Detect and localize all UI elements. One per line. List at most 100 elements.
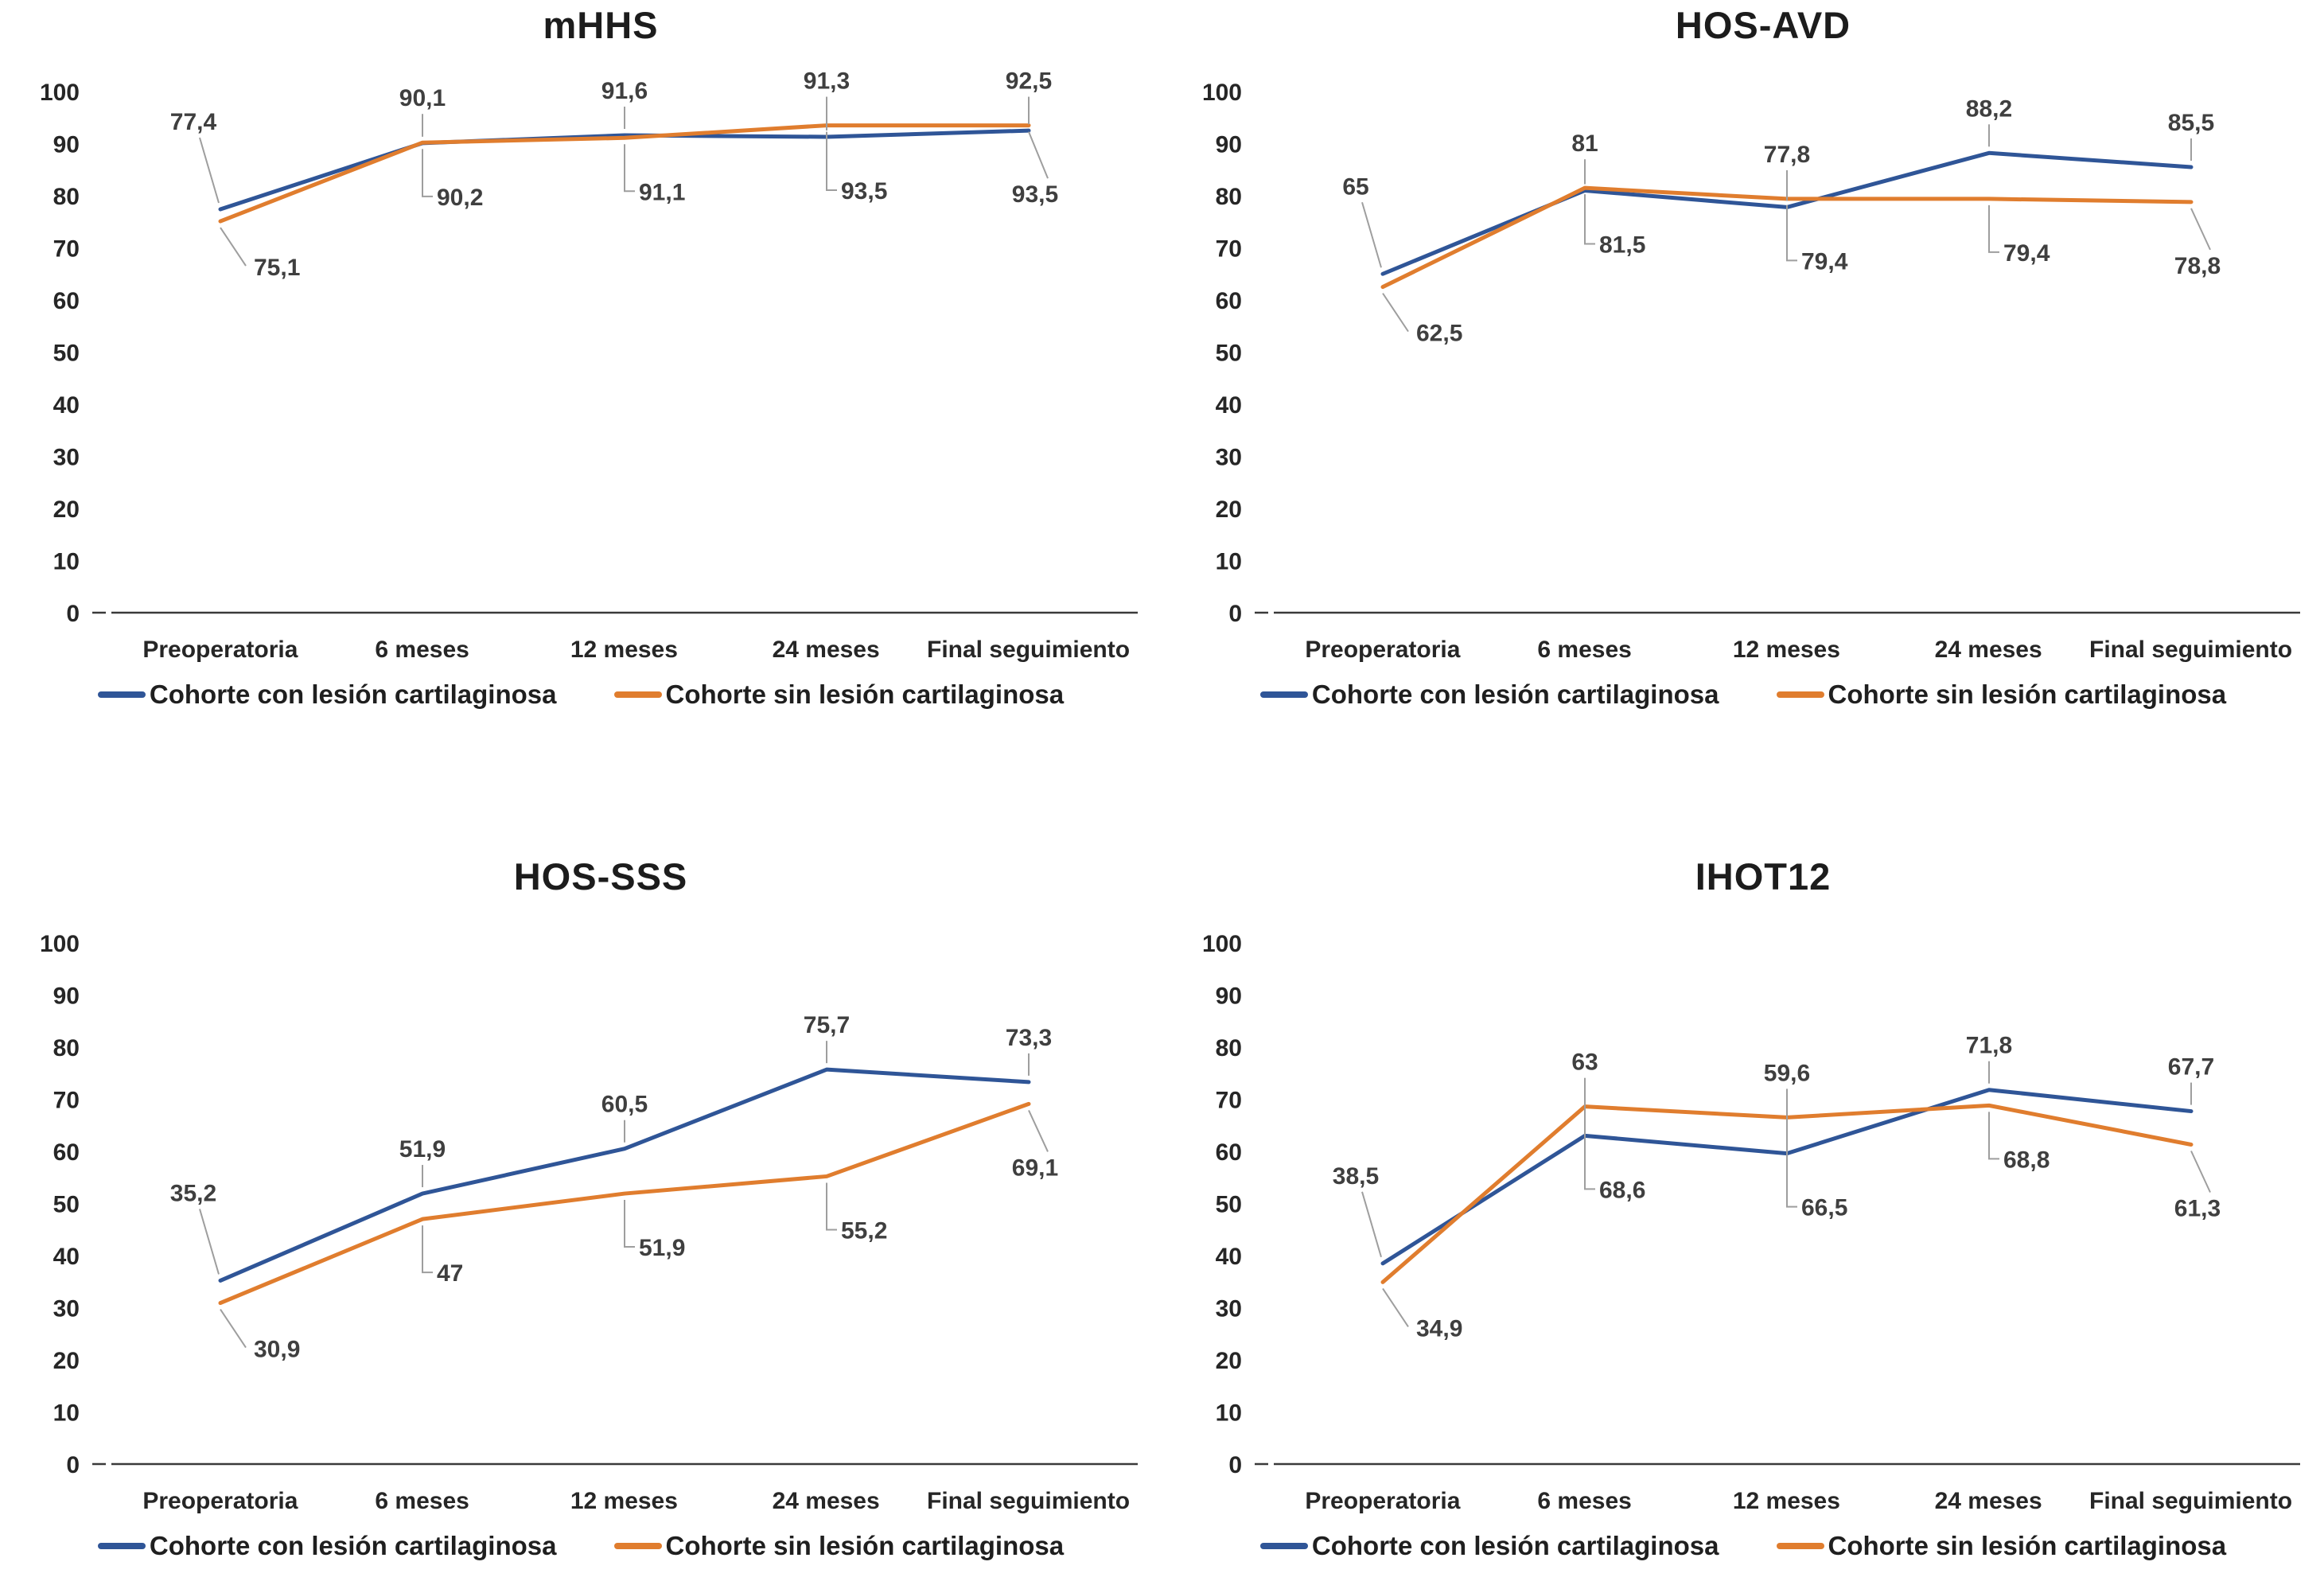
data-label-con-lesion: 75,7 <box>804 1012 850 1038</box>
x-tick-24-meses: 24 meses <box>1934 1488 2042 1514</box>
x-tick-12-meses: 12 meses <box>570 637 678 663</box>
series-line-con-lesion <box>218 128 1031 212</box>
y-tick-label: 60 <box>53 288 80 314</box>
data-label-con-lesion: 77,4 <box>170 109 217 135</box>
legend: Cohorte con lesión cartilaginosa Cohorte… <box>0 680 1162 710</box>
chart-title-hos-sss: HOS-SSS <box>513 855 688 898</box>
data-label-con-lesion: 91,3 <box>804 68 850 95</box>
y-tick-label: 0 <box>1228 601 1242 627</box>
data-label-con-lesion: 90,1 <box>399 85 446 111</box>
legend-item-con-lesion: Cohorte con lesión cartilaginosa <box>1259 680 1719 710</box>
x-tick-12-meses: 12 meses <box>1732 1488 1840 1514</box>
data-label-sin-lesion: 93,5 <box>841 178 887 204</box>
leader-line <box>199 1209 220 1275</box>
x-tick-preoperatoria: Preoperatoria <box>142 637 298 663</box>
y-tick-label: 70 <box>1216 236 1242 263</box>
leader-line <box>624 144 635 193</box>
x-axis-labels: Preoperatoria 6 meses 12 meses 24 meses … <box>1282 637 2292 664</box>
x-axis-labels: Preoperatoria 6 meses 12 meses 24 meses … <box>119 1488 1130 1515</box>
data-label-sin-lesion: 75,1 <box>254 255 300 281</box>
data-label-sin-lesion: 34,9 <box>1416 1315 1462 1342</box>
data-label-con-lesion: 71,8 <box>1966 1033 2012 1059</box>
data-label-sin-lesion: 69,1 <box>1012 1155 1058 1181</box>
y-tick-label: 90 <box>53 132 80 158</box>
y-tick-label: 100 <box>40 80 80 106</box>
x-tick-24-meses: 24 meses <box>772 1488 880 1514</box>
y-tick-label: 90 <box>53 983 80 1010</box>
y-tick-label: 50 <box>1216 341 1242 367</box>
plot-hos-sss: 0 10 20 30 40 50 60 70 80 90 100 35,2 30,9 51,9 47 60,5… <box>40 931 1138 1478</box>
leader-line <box>1028 1109 1049 1152</box>
leader-line <box>826 131 837 191</box>
x-tick-final-seguimiento: Final seguimiento <box>927 1488 1131 1514</box>
y-tick-label: 40 <box>53 392 80 419</box>
leader-line <box>2190 1151 2211 1193</box>
leader-line <box>1786 1124 1797 1208</box>
leader-line <box>1028 131 1049 179</box>
y-tick-label: 90 <box>1216 983 1242 1010</box>
y-tick-label: 50 <box>53 1192 80 1218</box>
series-line-sin-lesion <box>218 123 1031 224</box>
y-tick-label: 20 <box>1216 497 1242 523</box>
leader-line <box>826 1182 837 1231</box>
legend-swatch-sin-lesion <box>1776 1543 1824 1549</box>
x-tick-12-meses: 12 meses <box>1732 637 1840 663</box>
data-label-con-lesion: 38,5 <box>1333 1163 1379 1190</box>
legend-item-sin-lesion: Cohorte sin lesión cartilaginosa <box>1776 680 2226 710</box>
data-label-sin-lesion: 47 <box>437 1260 463 1287</box>
data-label-con-lesion: 91,6 <box>601 78 648 104</box>
y-tick-label: 70 <box>53 1088 80 1114</box>
y-tick-label: 20 <box>53 497 80 523</box>
y-tick-label: 80 <box>1216 184 1242 210</box>
y-tick-label: 10 <box>1216 1400 1242 1427</box>
data-label-con-lesion: 35,2 <box>170 1180 216 1206</box>
y-tick-label: 30 <box>1216 1296 1242 1322</box>
x-tick-6-meses: 6 meses <box>375 1488 469 1514</box>
plot-ihot12: 0 10 20 30 40 50 60 70 80 90 100 38,5 34,9 63 68,6 59,6… <box>1202 931 2300 1478</box>
leader-line <box>422 149 433 197</box>
leader-line <box>1584 194 1595 245</box>
y-tick-label: 30 <box>53 445 80 471</box>
data-label-con-lesion: 63 <box>1571 1050 1598 1076</box>
y-tick-label: 10 <box>53 549 80 575</box>
data-label-sin-lesion: 91,1 <box>639 179 685 205</box>
legend-swatch-sin-lesion <box>613 1543 662 1549</box>
y-tick-label: 90 <box>1216 132 1242 158</box>
y-tick-label: 80 <box>53 184 80 210</box>
y-tick-label: 0 <box>1228 1452 1242 1478</box>
legend-swatch-con-lesion <box>97 691 146 698</box>
data-label-con-lesion: 60,5 <box>601 1092 648 1118</box>
leader-line <box>1584 1112 1595 1190</box>
leader-line <box>1786 204 1797 262</box>
legend: Cohorte con lesión cartilaginosa Cohorte… <box>1162 680 2324 710</box>
y-tick-label: 80 <box>53 1035 80 1061</box>
data-label-sin-lesion: 66,5 <box>1801 1195 1847 1221</box>
leader-line <box>220 1309 247 1349</box>
y-tick-label: 0 <box>66 601 80 627</box>
x-tick-12-meses: 12 meses <box>570 1488 678 1514</box>
y-tick-label: 10 <box>1216 549 1242 575</box>
chart-title-mhhs: mHHS <box>543 4 659 46</box>
legend-label-sin-lesion: Cohorte sin lesión cartilaginosa <box>665 1531 1065 1560</box>
leader-line <box>1361 1191 1382 1258</box>
data-label-sin-lesion: 90,2 <box>437 185 483 211</box>
data-label-con-lesion: 92,5 <box>1006 68 1052 95</box>
data-label-con-lesion: 81 <box>1571 130 1598 157</box>
x-tick-6-meses: 6 meses <box>1537 1488 1632 1514</box>
x-tick-final-seguimiento: Final seguimiento <box>927 637 1131 663</box>
y-tick-label: 0 <box>66 1452 80 1478</box>
leader-line <box>1361 201 1382 268</box>
data-label-con-lesion: 88,2 <box>1966 95 2012 122</box>
y-tick-label: 100 <box>40 931 80 957</box>
legend-item-con-lesion: Cohorte con lesión cartilaginosa <box>97 680 557 710</box>
data-label-sin-lesion: 78,8 <box>2174 253 2221 279</box>
legend: Cohorte con lesión cartilaginosa Cohorte… <box>1162 1531 2324 1561</box>
data-label-con-lesion: 67,7 <box>2168 1054 2214 1081</box>
legend-swatch-sin-lesion <box>613 691 662 698</box>
legend-label-sin-lesion: Cohorte sin lesión cartilaginosa <box>1828 1531 2227 1560</box>
x-tick-24-meses: 24 meses <box>772 637 880 663</box>
y-tick-label: 80 <box>1216 1035 1242 1061</box>
series-line-con-lesion <box>218 1067 1031 1283</box>
leader-line <box>1382 1287 1409 1327</box>
y-tick-label: 60 <box>1216 288 1242 314</box>
